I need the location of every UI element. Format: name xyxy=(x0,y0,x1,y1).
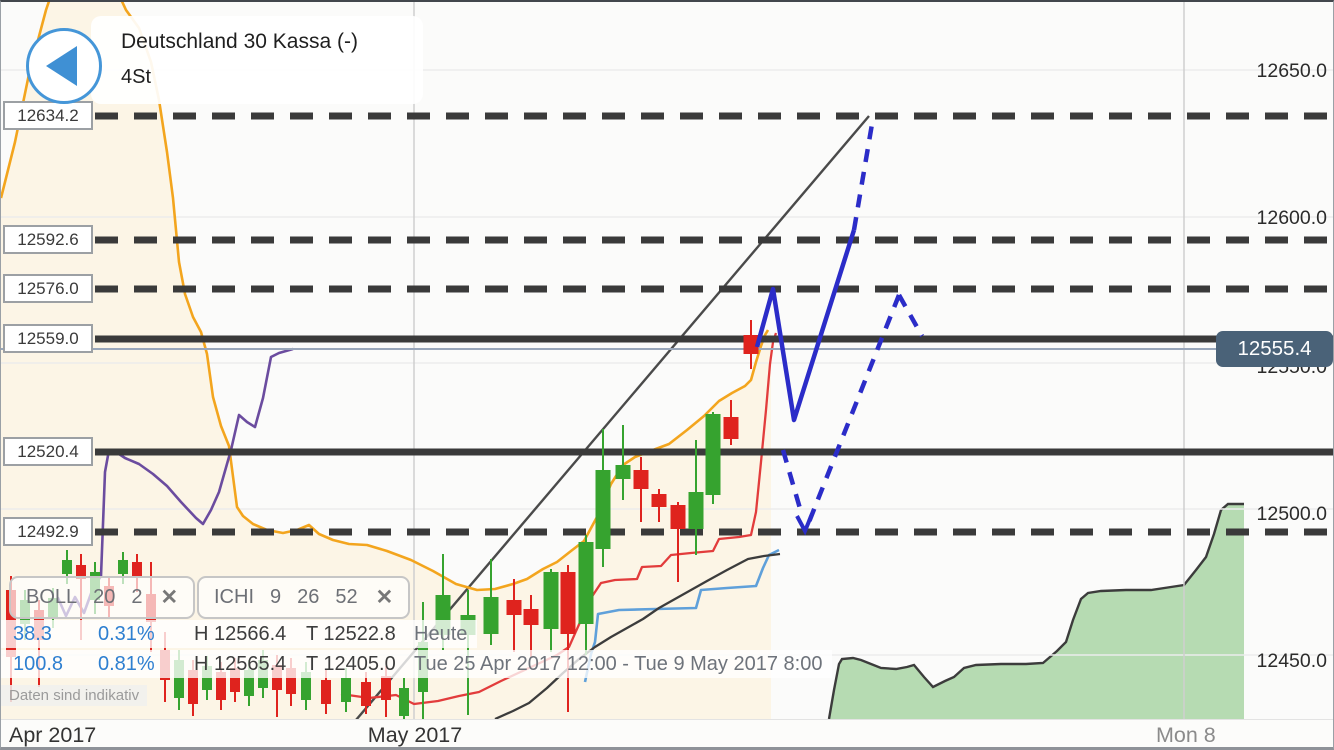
indicator-param: 9 xyxy=(270,586,282,608)
high-value: H 12565.4 xyxy=(194,652,287,675)
candle-body xyxy=(62,560,72,574)
candle-body xyxy=(132,562,142,578)
change-value: 100.8 xyxy=(13,652,64,675)
candle-body xyxy=(399,688,409,716)
candle-body xyxy=(174,660,184,698)
indicator-param: 2 xyxy=(131,586,143,608)
candle-body xyxy=(723,417,739,439)
indicator-param: 20 xyxy=(93,586,116,608)
price-level-label[interactable]: 12492.9 xyxy=(3,517,93,546)
candle-body xyxy=(543,572,559,629)
candle-body xyxy=(705,414,721,495)
ichimoku-cloud-bearish xyxy=(1,2,771,719)
candle-body xyxy=(506,600,522,615)
right-axis-label: 12600.0 xyxy=(1256,207,1328,229)
change-percent: 0.31% xyxy=(98,622,155,645)
indicator-stats-row: 38.3 0.31% H 12566.4 T 12522.8 Heute xyxy=(1,620,478,648)
ichimoku-cloud-outline xyxy=(827,502,1244,719)
candle-body xyxy=(230,668,240,692)
projection-solid-line[interactable] xyxy=(754,229,857,423)
indicator-chip-ichi[interactable]: ICHI 9 26 52 ✕ xyxy=(197,576,411,619)
time-axis-label: Mon 8 xyxy=(1156,723,1216,747)
indicator-name: ICHI xyxy=(214,586,254,608)
candle-body xyxy=(76,565,86,579)
ichimoku-cloud-bullish xyxy=(829,504,1244,719)
candle-body xyxy=(361,682,371,706)
right-axis-label: 12500.0 xyxy=(1256,503,1328,525)
projection-dashed-line[interactable] xyxy=(897,293,924,338)
high-value: H 12566.4 xyxy=(194,622,287,645)
candle-body xyxy=(118,560,128,574)
candle-body xyxy=(743,335,759,354)
indicator-name: BOLL xyxy=(26,586,78,608)
candle-body xyxy=(216,672,226,700)
current-price-tag: 12555.4 xyxy=(1216,331,1333,367)
close-icon[interactable]: ✕ xyxy=(375,586,394,609)
candle-body xyxy=(523,609,539,625)
price-level-label[interactable]: 12520.4 xyxy=(3,437,93,466)
time-axis-label: May 2017 xyxy=(367,723,463,747)
candle-body xyxy=(286,668,296,694)
back-button[interactable] xyxy=(26,28,102,104)
price-level-label[interactable]: 12559.0 xyxy=(3,324,93,353)
candle-body xyxy=(688,492,704,529)
projection-dashed-line[interactable] xyxy=(806,294,902,523)
right-axis-label: 12450.0 xyxy=(1256,650,1328,672)
candle-body xyxy=(341,678,351,702)
candle-body xyxy=(244,670,254,696)
indicator-param: 52 xyxy=(335,586,358,608)
candle-body xyxy=(595,470,611,549)
red-ma-line xyxy=(340,332,778,706)
candle-body xyxy=(188,670,198,704)
candle-body xyxy=(560,572,576,634)
candle-body xyxy=(381,676,391,700)
timeframe-label: 4St xyxy=(121,66,152,88)
candle-body xyxy=(202,666,212,690)
price-level-label[interactable]: 12576.0 xyxy=(3,274,93,303)
price-level-label[interactable]: 12592.6 xyxy=(3,225,93,254)
projection-dashed-line[interactable] xyxy=(780,449,804,513)
candle-body xyxy=(633,470,649,489)
candle-body xyxy=(578,542,594,624)
indicator-chip-boll[interactable]: BOLL 20 2 ✕ xyxy=(9,576,196,619)
back-arrow-icon xyxy=(46,46,77,86)
candle-body xyxy=(615,465,631,479)
low-value: T 12405.0 xyxy=(306,652,396,675)
instrument-title: Deutschland 30 Kassa (-) xyxy=(121,30,358,53)
time-axis-label: Apr 2017 xyxy=(9,723,97,747)
instrument-header-card xyxy=(91,16,423,104)
low-value: T 12522.8 xyxy=(306,622,396,645)
right-axis-label: 12650.0 xyxy=(1256,60,1328,82)
candle-body xyxy=(483,597,499,634)
candle-body xyxy=(321,680,331,704)
price-level-label[interactable]: 12634.2 xyxy=(3,101,93,130)
candle-body xyxy=(651,494,667,507)
disclaimer-text: Daten sind indikativ xyxy=(1,685,148,706)
indicator-param: 26 xyxy=(297,586,320,608)
period-label: Tue 25 Apr 2017 12:00 - Tue 9 May 2017 8… xyxy=(414,652,823,675)
change-value: 38.3 xyxy=(13,622,52,645)
candle-body xyxy=(670,505,686,529)
projection-dashed-line[interactable] xyxy=(851,123,875,231)
candle-body xyxy=(301,672,311,700)
indicator-stats-row: 100.8 0.81% H 12565.4 T 12405.0 Tue 25 Apr 2… xyxy=(1,650,833,678)
period-label: Heute xyxy=(414,622,468,645)
change-percent: 0.81% xyxy=(98,652,155,675)
projection-arrowhead xyxy=(795,513,814,536)
dark-curve-line xyxy=(494,552,781,719)
close-icon[interactable]: ✕ xyxy=(160,586,179,609)
light-blue-line xyxy=(583,548,780,683)
time-axis[interactable]: Apr 2017 May 2017 Mon 8 xyxy=(1,719,1333,747)
